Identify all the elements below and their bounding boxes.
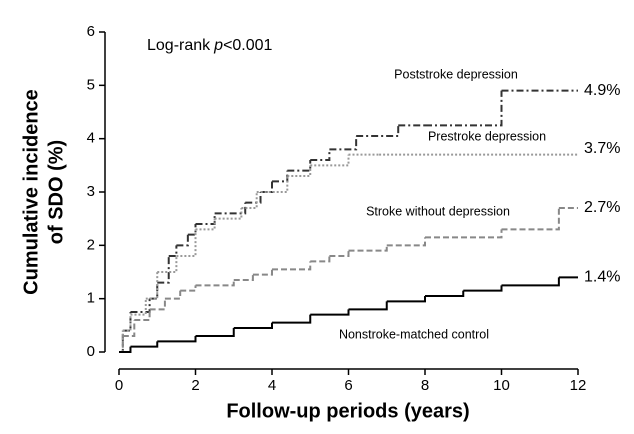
curve-step	[463, 285, 503, 292]
curve-step	[501, 277, 560, 287]
annotation-text: p	[213, 37, 223, 54]
curve-step	[241, 192, 258, 209]
x-tick-label: 6	[344, 377, 352, 394]
curve-step	[180, 285, 197, 292]
curve-step	[386, 296, 426, 303]
curve-step	[310, 149, 331, 161]
curve-step	[329, 136, 358, 151]
end-label: 1.4%	[584, 269, 620, 286]
curve-step	[168, 245, 178, 257]
curve-step	[501, 208, 560, 231]
curve-step	[245, 192, 262, 204]
annotation: Log-rank p<0.001	[147, 37, 273, 54]
curve-step	[272, 261, 312, 271]
curve-step	[122, 314, 132, 332]
end-label: 2.7%	[584, 199, 620, 216]
curve-step	[176, 234, 189, 247]
curve-step	[233, 274, 254, 281]
x-tick-label: 10	[493, 377, 510, 394]
curve-step	[164, 290, 182, 300]
y-axis-title: of SDO (%)	[45, 140, 67, 244]
curve-step	[272, 314, 312, 324]
curve-step	[425, 290, 465, 297]
curve-step	[134, 309, 151, 321]
curve-step	[145, 272, 159, 300]
curve-step	[122, 320, 136, 337]
curve-label: Poststroke depression	[394, 67, 518, 81]
curve-step	[214, 202, 247, 215]
curve-step	[157, 256, 170, 284]
curve-step	[214, 208, 243, 220]
annotation-text: <0.001	[223, 37, 272, 54]
x-tick-label: 12	[570, 377, 587, 394]
x-tick-label: 8	[421, 377, 429, 394]
y-tick-label: 1	[87, 290, 95, 307]
curve-step	[287, 160, 312, 172]
curve-step	[386, 237, 426, 247]
curve-step	[233, 322, 273, 329]
curve-step	[187, 224, 197, 236]
x-axis-title: Follow-up periods (years)	[226, 400, 469, 422]
curve-step	[272, 170, 289, 183]
curve-step	[310, 256, 331, 263]
curve-step	[195, 328, 235, 337]
curve-step	[130, 298, 147, 316]
curve-step	[310, 154, 350, 167]
x-tick-label: 2	[191, 377, 199, 394]
end-label: 3.7%	[584, 140, 620, 157]
curve-step	[252, 269, 273, 276]
curve-step	[348, 245, 388, 252]
curve-step	[157, 336, 197, 343]
y-tick-label: 5	[87, 76, 95, 93]
curve-label: Nonstroke-matched control	[339, 327, 489, 341]
curve-step	[260, 181, 273, 193]
curve-step	[149, 298, 166, 311]
end-label: 4.9%	[584, 82, 620, 99]
curve-step	[157, 256, 178, 273]
y-tick-label: 0	[87, 343, 95, 360]
y-axis-title: Cumulative incidence	[20, 89, 42, 295]
curve-step	[310, 309, 350, 316]
curve-step	[195, 280, 235, 287]
curve-step	[149, 282, 159, 300]
x-tick-label: 4	[268, 377, 276, 394]
curve-step	[195, 213, 216, 225]
curve-step	[348, 301, 388, 311]
y-tick-label: 2	[87, 236, 95, 253]
curve-step	[256, 176, 289, 193]
y-tick-label: 6	[87, 23, 95, 40]
y-tick-label: 4	[87, 130, 95, 147]
curve-step	[356, 125, 400, 137]
x-tick-label: 0	[115, 377, 123, 394]
curve-step	[119, 346, 132, 353]
curve-step	[329, 250, 350, 257]
y-tick-label: 3	[87, 183, 95, 200]
curve-step	[122, 312, 132, 332]
curve-label: Stroke without depression	[366, 204, 510, 218]
curve-label: Prestroke depression	[428, 129, 546, 143]
annotation-text: Log-rank	[147, 37, 211, 54]
curve-step	[130, 341, 159, 348]
curve-step	[425, 229, 503, 239]
curve-step	[425, 90, 503, 127]
curve-step	[176, 229, 197, 257]
